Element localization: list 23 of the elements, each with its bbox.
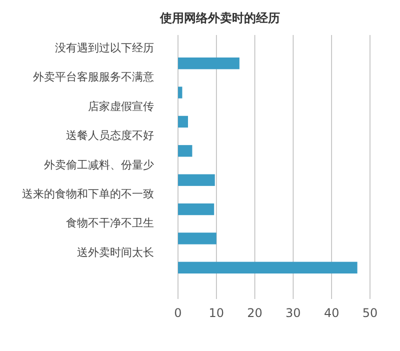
- y-tick-label: 外卖平台客服服务不满意: [33, 70, 154, 84]
- x-tick-label: 10: [208, 306, 224, 320]
- y-tick-label: 店家虚假宣传: [88, 100, 154, 113]
- bar: [178, 232, 216, 244]
- x-tick-label: 40: [324, 306, 340, 320]
- chart-title: 使用网络外卖时的经历: [159, 11, 280, 25]
- bar: [178, 145, 192, 157]
- y-tick-label: 送外卖时间太长: [77, 246, 154, 259]
- y-tick-label: 外卖偷工减料、份量少: [44, 158, 154, 172]
- y-tick-label: 送餐人员态度不好: [66, 129, 154, 142]
- bar: [178, 58, 240, 70]
- bar: [178, 203, 214, 216]
- y-tick-label: 没有遇到过以下经历: [55, 42, 154, 55]
- x-tick-label: 50: [362, 306, 378, 320]
- x-tick-label: 20: [247, 306, 262, 320]
- bar: [178, 86, 182, 98]
- x-tick-label: 30: [286, 306, 301, 320]
- y-tick-label: 食物不干净不卫生: [66, 216, 154, 230]
- bar: [178, 174, 215, 186]
- x-tick-label: 0: [174, 306, 182, 320]
- bar: [178, 262, 358, 274]
- bar: [178, 116, 188, 128]
- y-tick-label: 送来的食物和下单的不一致: [22, 187, 154, 200]
